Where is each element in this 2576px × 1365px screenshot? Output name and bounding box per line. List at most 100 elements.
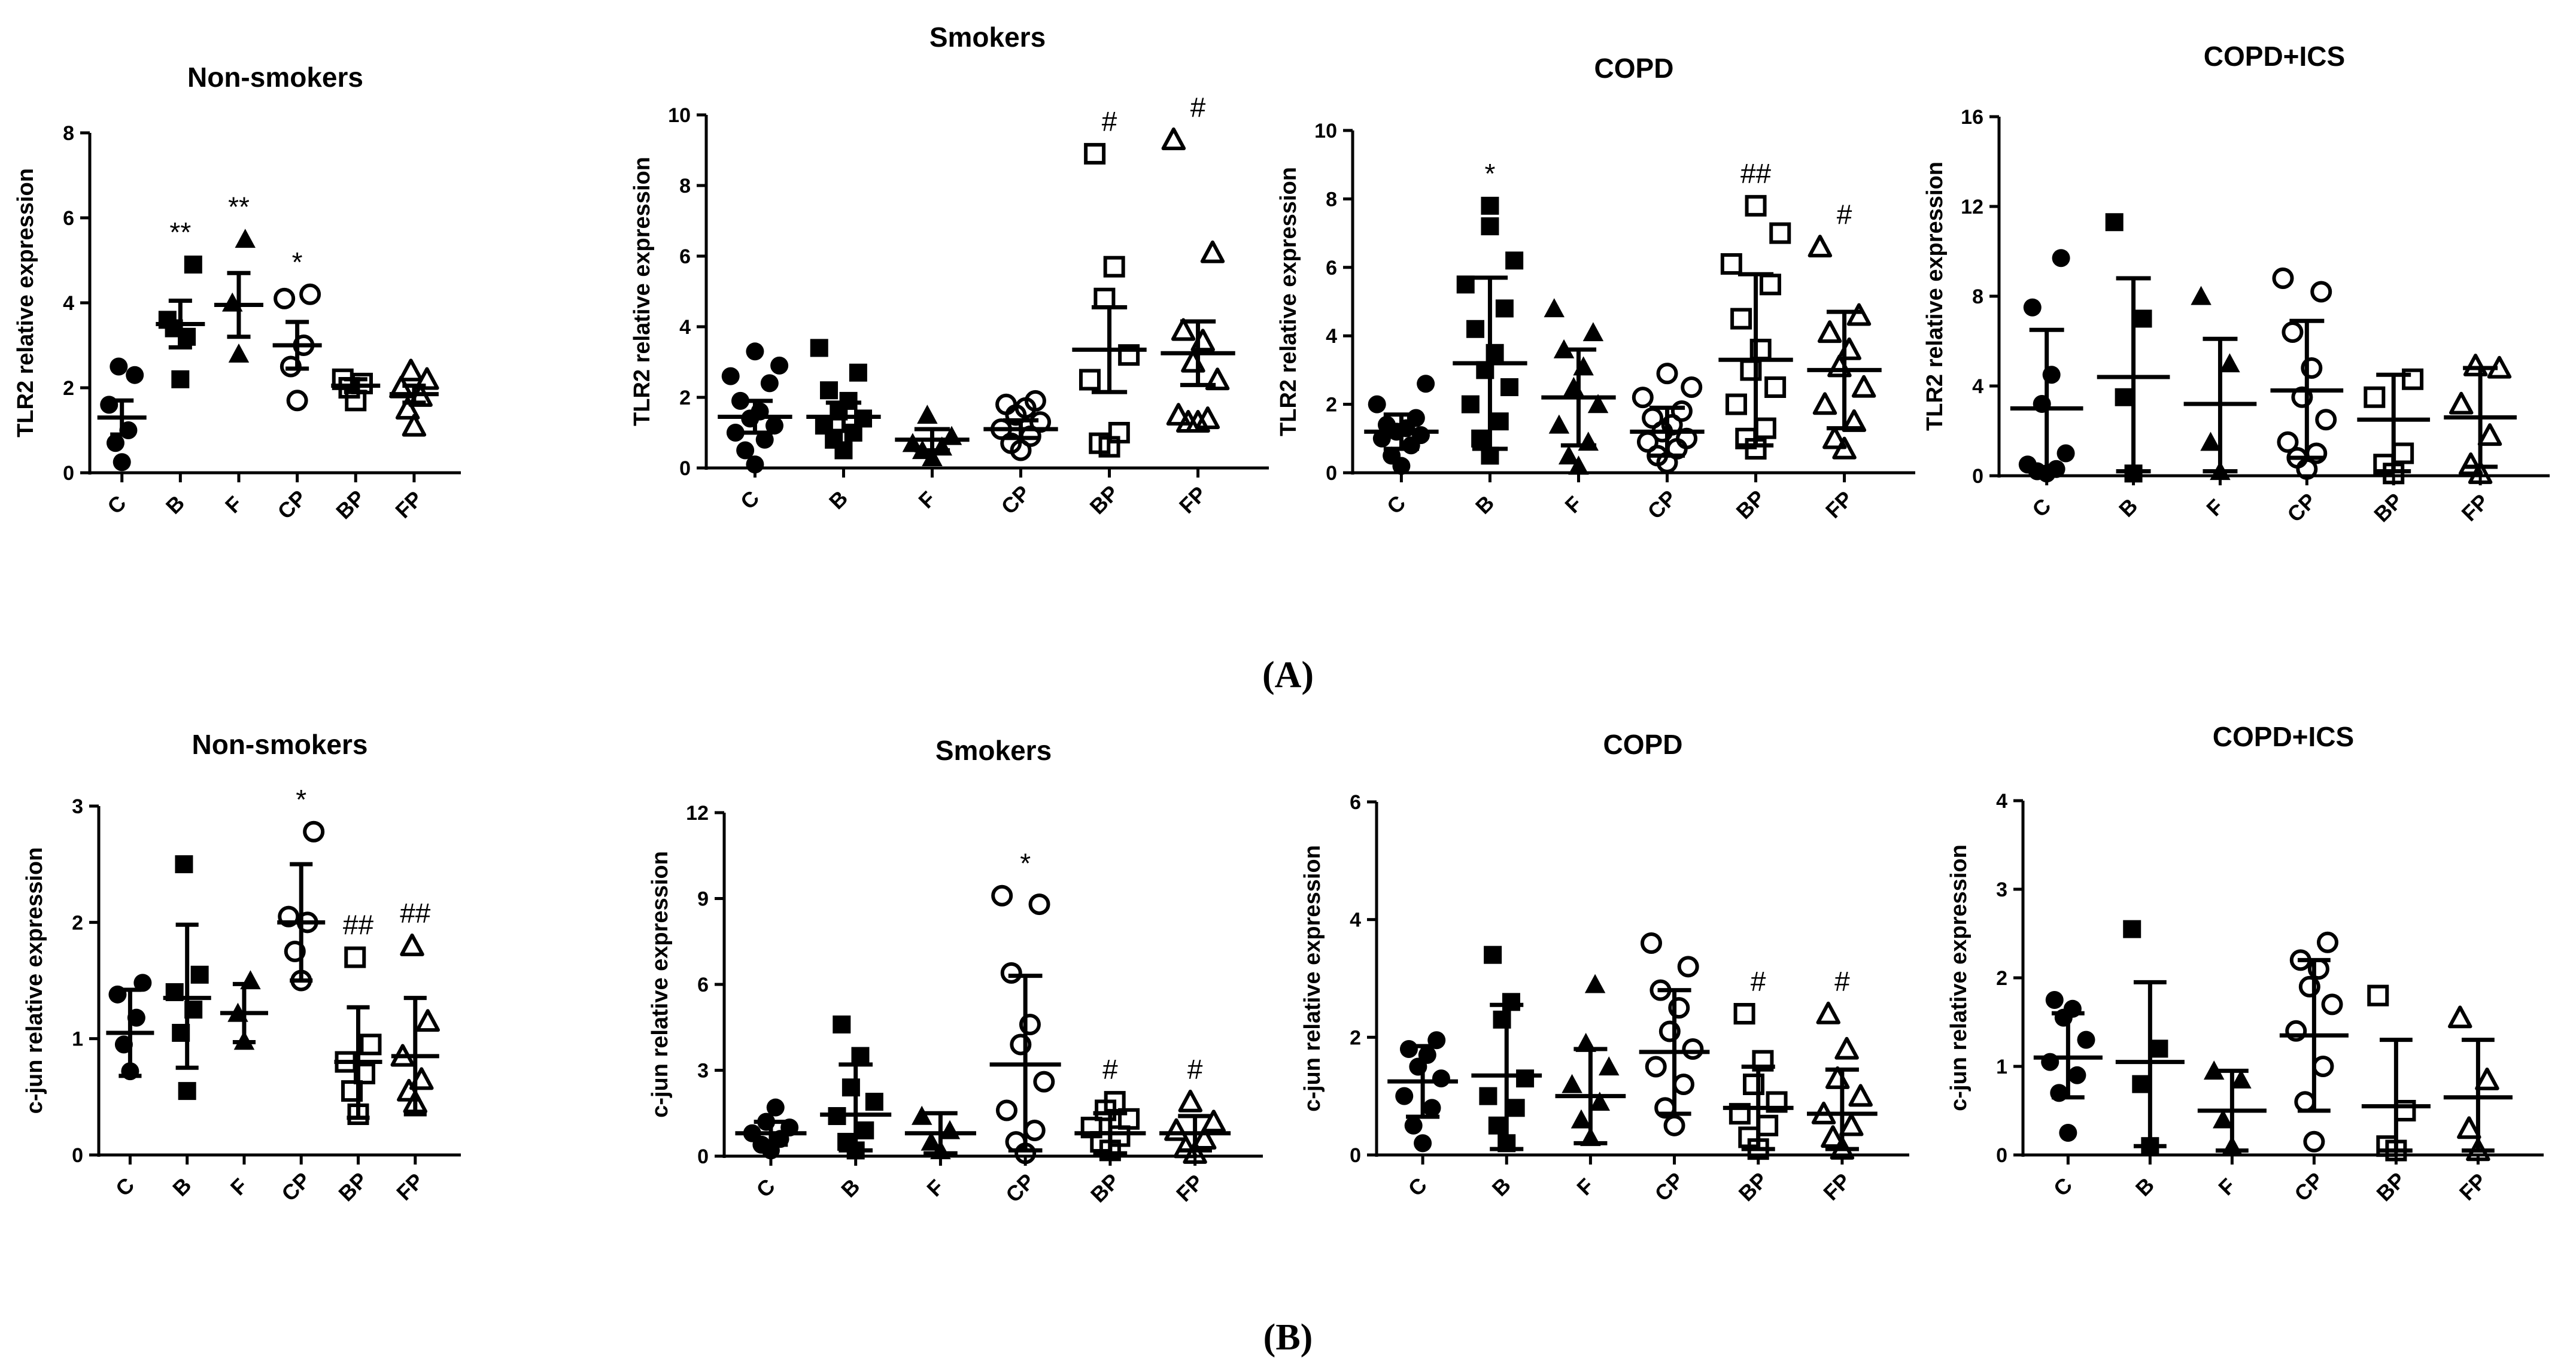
data-point — [2077, 1030, 2095, 1049]
data-point — [911, 1105, 932, 1125]
data-point — [1682, 1038, 1704, 1060]
data-point — [1377, 415, 1396, 434]
significance-annotation: # — [1751, 966, 1766, 997]
data-point — [1578, 431, 1599, 451]
y-tick-label: 4 — [63, 292, 74, 315]
data-point — [1000, 432, 1022, 454]
data-point — [1417, 375, 1435, 393]
data-point — [1479, 1087, 1497, 1105]
data-point — [2047, 460, 2065, 478]
data-point — [1484, 946, 1502, 964]
data-point — [902, 433, 924, 452]
data-point — [1176, 410, 1201, 433]
chart-panel-1: Non-smokers TLR2 relative expression 0 2 4 6 8… — [13, 62, 461, 524]
data-point — [235, 229, 256, 248]
data-point — [395, 397, 420, 420]
data-point — [1677, 956, 1699, 978]
data-point — [1817, 320, 1842, 343]
y-tick-label: 12 — [686, 802, 709, 825]
y-tick-label: 16 — [1961, 106, 1983, 129]
data-point — [2213, 1109, 2234, 1129]
data-point — [1837, 337, 1861, 360]
chart-panel-6: Smokers c-jun relative expression 0 3 6 9 12 C B… — [648, 735, 1263, 1207]
data-point — [1812, 392, 1837, 415]
data-point — [1729, 1103, 1751, 1125]
data-point — [1505, 251, 1524, 270]
x-tick-label: B — [836, 1174, 864, 1202]
data-point — [1192, 1127, 1217, 1150]
x-tick-label: FP — [390, 486, 427, 523]
y-tick-label: 2 — [679, 387, 691, 409]
data-point — [1383, 446, 1401, 465]
significance-annotation: * — [1484, 158, 1495, 189]
data-point — [1848, 1084, 1873, 1107]
x-tick-label: FP — [1174, 481, 1211, 518]
data-point — [1757, 1114, 1779, 1136]
data-point — [303, 820, 325, 843]
data-point — [1645, 1056, 1667, 1078]
data-point — [1033, 1071, 1055, 1093]
panel-label-a: (A) — [1262, 655, 1314, 695]
x-tick-label: B — [161, 490, 189, 518]
x-tick-label: BP — [2371, 1168, 2410, 1206]
data-point — [1205, 367, 1230, 391]
y-tick-label: 0 — [63, 462, 74, 485]
y-tick-label: 6 — [1326, 257, 1337, 279]
chart-panel-4: COPD+ICS TLR2 relative expression 0 4 8 12 16 C… — [1922, 41, 2550, 527]
significance-annotation: * — [1020, 848, 1031, 879]
x-tick-label: BP — [333, 1168, 372, 1206]
y-tick-label: 4 — [1996, 790, 2007, 813]
y-tick-label: 3 — [72, 795, 83, 818]
data-point — [837, 1133, 856, 1151]
data-point — [1821, 1125, 1845, 1148]
data-point — [274, 287, 296, 309]
data-point — [1161, 127, 1186, 150]
y-tick-label: 2 — [1350, 1026, 1361, 1049]
y-tick-label: 6 — [63, 207, 74, 230]
chart-panel-2: Smokers TLR2 relative expression 0 2 4 6 8 10 C B… — [630, 22, 1269, 519]
x-tick-label: BP — [1731, 485, 1770, 524]
data-point — [1573, 356, 1594, 376]
data-point — [2115, 388, 2133, 406]
x-tick-label: C — [1404, 1172, 1432, 1200]
data-point — [995, 1099, 1017, 1121]
data-point — [1164, 1118, 1189, 1141]
data-point — [1851, 375, 1876, 398]
x-tick-label: B — [2131, 1172, 2159, 1200]
data-point — [1481, 196, 1499, 215]
data-point — [766, 1098, 785, 1117]
data-point — [2298, 975, 2320, 998]
y-axis-label: TLR2 relative expression — [1276, 167, 1301, 436]
data-point — [833, 1015, 851, 1033]
y-tick-label: 0 — [1996, 1144, 2007, 1167]
data-point — [1023, 1119, 1046, 1141]
x-tick-label: C — [2027, 493, 2055, 521]
data-point — [399, 358, 423, 382]
data-point — [2231, 1069, 2252, 1089]
y-tick-label: 0 — [697, 1145, 709, 1168]
x-tick-label: F — [1572, 1174, 1599, 1200]
data-point — [746, 455, 764, 474]
data-point — [1846, 303, 1872, 326]
data-point — [2448, 1005, 2472, 1029]
y-tick-label: 0 — [72, 1144, 83, 1167]
data-point — [1733, 1003, 1755, 1024]
data-point — [1754, 417, 1776, 439]
data-point — [1471, 429, 1490, 448]
significance-annotation: # — [1834, 966, 1850, 997]
data-point — [1658, 1020, 1681, 1042]
data-point — [2402, 368, 2424, 390]
data-point — [1407, 409, 1425, 427]
data-point — [1548, 414, 1570, 434]
x-tick-label: F — [2213, 1174, 2240, 1200]
x-tick-label: F — [226, 1174, 253, 1200]
data-point — [2203, 1060, 2225, 1080]
data-point — [1404, 1116, 1423, 1135]
data-point — [1582, 322, 1604, 342]
data-point — [2023, 298, 2042, 317]
data-point — [1563, 376, 1584, 396]
data-point — [284, 940, 306, 962]
data-point — [1834, 1036, 1859, 1060]
y-tick-label: 2 — [72, 911, 83, 934]
x-tick-label: BP — [1086, 1169, 1124, 1207]
